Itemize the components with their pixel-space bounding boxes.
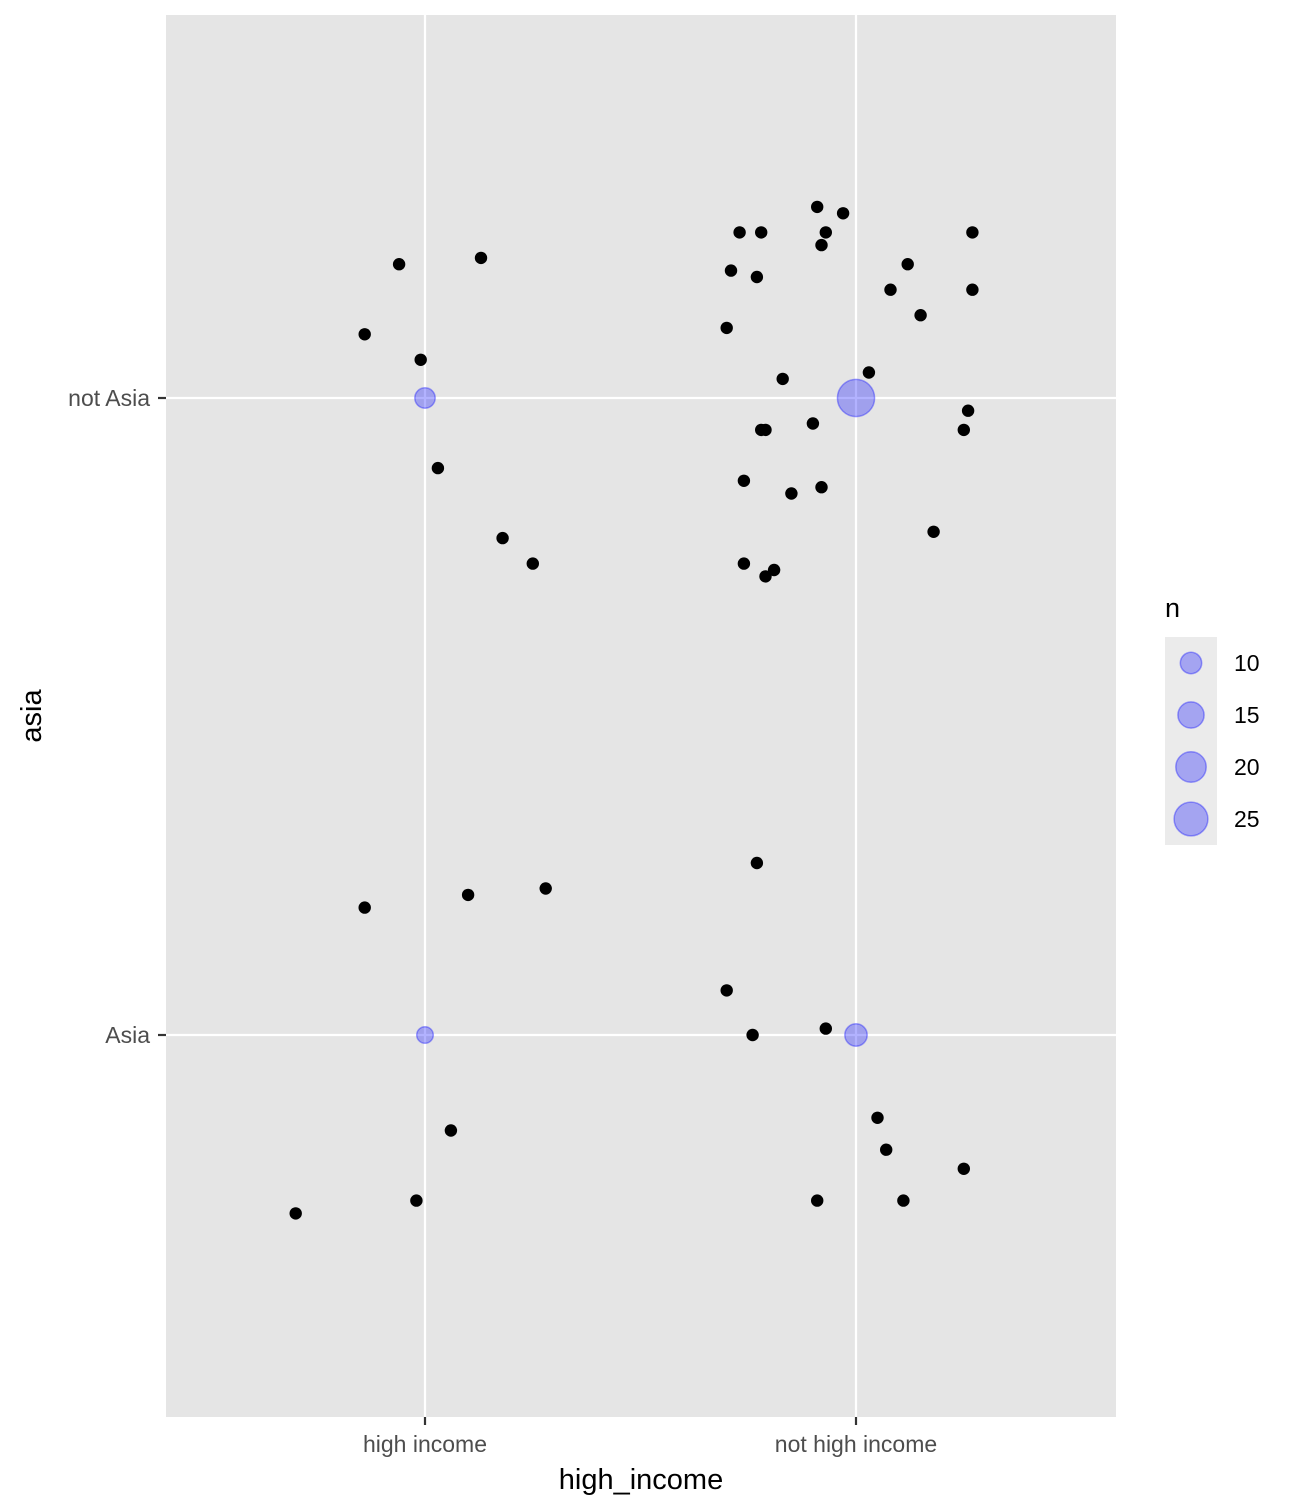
jitter-point [815, 481, 828, 494]
jitter-point [431, 461, 445, 475]
jitter-point [720, 984, 733, 997]
jitter-point [720, 321, 733, 335]
jitter-point [755, 423, 768, 437]
jitter-point [289, 1207, 302, 1220]
jitter-point [496, 531, 509, 545]
count-point [836, 378, 876, 418]
jitter-point [746, 1028, 759, 1042]
jitter-point [811, 200, 824, 214]
jitter-point [755, 226, 768, 239]
jitter-point [750, 270, 764, 284]
jitter-point [414, 353, 427, 366]
jitter-point [392, 258, 406, 271]
legend-key [1177, 701, 1205, 729]
jitter-point [897, 1194, 910, 1207]
jitter-point [806, 417, 820, 430]
y-axis-title: asia [16, 689, 48, 743]
legend-label: 15 [1234, 702, 1260, 728]
jitter-point [966, 283, 979, 296]
jitter-point [927, 525, 940, 538]
jitter-point [819, 226, 832, 239]
jitter-point [836, 207, 850, 220]
x-axis-title: high_income [559, 1464, 723, 1496]
count-point [844, 1023, 868, 1047]
x-tick-label: not high income [775, 1431, 937, 1457]
jitter-point [750, 856, 764, 870]
legend-key [1175, 751, 1207, 783]
jitter-point [961, 404, 975, 417]
jitter-point [862, 366, 876, 379]
jitter-point [811, 1194, 824, 1207]
size-legend: n 10 15 20 25 [1165, 593, 1260, 845]
jitter-point [526, 557, 539, 570]
jitter-point [966, 226, 979, 239]
jitter-point [957, 423, 970, 437]
panel-background [166, 15, 1116, 1417]
jitter-point [957, 1162, 970, 1176]
jitter-point [901, 258, 914, 271]
y-tick-label: not Asia [68, 385, 150, 411]
legend-label: 10 [1234, 650, 1260, 676]
legend-key [1179, 651, 1203, 675]
legend-title: n [1165, 593, 1180, 623]
legend-label: 25 [1234, 806, 1260, 832]
jitter-point [767, 563, 781, 577]
jitter-point [733, 226, 746, 239]
jitter-point [724, 264, 738, 277]
x-axis: high income not high income [363, 1417, 937, 1457]
jitter-point [410, 1194, 423, 1207]
jitter-point [776, 372, 789, 386]
legend-label: 20 [1234, 754, 1260, 780]
jitter-point [737, 557, 751, 570]
jitter-point [884, 283, 897, 296]
jitter-point [737, 474, 751, 487]
jitter-point [358, 901, 371, 914]
jitter-point [819, 1022, 832, 1035]
jitter-point [444, 1124, 458, 1137]
count-points [414, 378, 876, 1047]
jitter-point [474, 251, 488, 265]
jitter-point [815, 238, 828, 252]
grid-lines [166, 15, 1116, 1417]
jitter-point [914, 309, 927, 322]
y-axis: Asia not Asia [68, 385, 166, 1048]
jitter-point [871, 1111, 884, 1125]
jitter-point [759, 570, 772, 583]
x-tick-label: high income [363, 1431, 487, 1457]
jitter-point [880, 1143, 893, 1156]
legend-key-background [1165, 637, 1217, 845]
jitter-point [539, 882, 552, 895]
jitter-point [358, 328, 371, 341]
legend-key [1173, 801, 1209, 837]
jitter-point [461, 888, 475, 902]
count-point [415, 1025, 435, 1045]
y-tick-label: Asia [105, 1022, 150, 1048]
jitter-points [289, 200, 979, 1220]
jitter-point [785, 487, 798, 500]
count-point [414, 387, 436, 409]
